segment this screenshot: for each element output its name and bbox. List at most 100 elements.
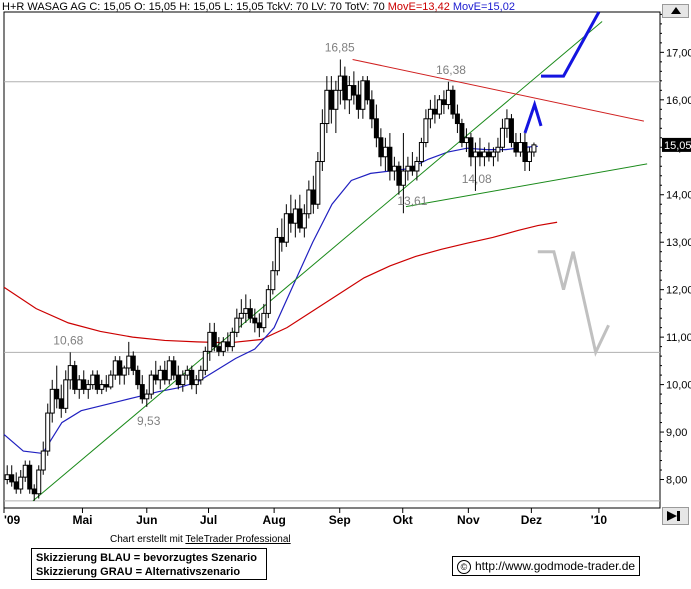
plot-frame: [3, 11, 661, 509]
candle-body: [36, 469, 42, 495]
candle-body: [184, 369, 190, 376]
candle-body: [499, 127, 505, 148]
candle-body: [310, 189, 316, 205]
candle-body: [477, 151, 483, 158]
candle-body: [180, 374, 186, 386]
candle-body: [76, 379, 82, 390]
candle-body: [54, 388, 60, 400]
candle-body: [441, 99, 447, 106]
candle-body: [103, 384, 109, 388]
candle-body: [481, 151, 487, 158]
candle-body: [351, 85, 357, 96]
candle-body: [486, 151, 492, 158]
x-tick-label: Jul: [200, 513, 217, 527]
candle-body: [490, 151, 496, 158]
candle-body: [409, 165, 415, 172]
moving-average-blue-label: MovE=15,02: [452, 1, 515, 13]
candle-body: [99, 384, 105, 390]
candle-body: [468, 137, 474, 158]
candle-body: [387, 146, 393, 172]
candle-body: [252, 317, 258, 324]
moving-average-red-label: MovE=13,42: [387, 1, 450, 13]
source-url-box[interactable]: © http://www.godmode-trader.de: [452, 556, 640, 576]
candle-body: [148, 374, 154, 395]
candle-body: [522, 142, 528, 163]
candle-body: [90, 374, 96, 386]
scroll-up-icon[interactable]: [662, 4, 689, 18]
price-annotation: 13,61: [397, 194, 427, 208]
candle-body: [193, 379, 199, 386]
candle-body: [427, 108, 433, 120]
candle-body: [198, 369, 204, 381]
candle-body: [13, 481, 19, 490]
candle-body: [364, 80, 370, 101]
candle-body: [472, 151, 478, 158]
candle-body: [508, 118, 514, 144]
candle-body: [463, 137, 469, 144]
candle-body: [157, 369, 163, 381]
candle-body: [189, 369, 195, 386]
scenario-legend: Skizzierung BLAU = bevorzugtes Szenario …: [31, 548, 267, 580]
price-annotation: 14,08: [462, 172, 492, 186]
candle-body: [418, 142, 424, 163]
candle-body: [265, 289, 271, 314]
candle-body: [378, 137, 384, 158]
x-tick-label: Aug: [262, 513, 285, 527]
candle-body: [297, 208, 303, 229]
scroll-right-icon[interactable]: [662, 507, 689, 525]
candle-body: [270, 270, 276, 291]
candle-body: [117, 360, 123, 376]
candle-body: [355, 94, 361, 110]
candle-body: [301, 213, 307, 229]
candle-body: [207, 331, 213, 352]
y-tick-label: 8,00: [666, 475, 687, 487]
candle-body: [18, 476, 24, 490]
candle-body: [9, 474, 15, 483]
scenario-blue-sketch: [541, 11, 601, 78]
candle-body: [144, 393, 150, 400]
scenario-blue-sketch: [523, 99, 543, 134]
candle-body: [436, 99, 442, 115]
candle-body: [94, 374, 100, 390]
candle-body: [139, 384, 145, 400]
candle-body: [171, 360, 177, 376]
candle-body: [454, 113, 460, 125]
candle-body: [4, 474, 10, 481]
candle-body: [216, 346, 222, 352]
y-tick-label: 13,00: [666, 237, 691, 249]
candle-body: [315, 161, 321, 205]
credit-link[interactable]: TeleTrader Professional: [185, 534, 291, 545]
candle-body: [211, 331, 217, 348]
candle-body: [31, 488, 37, 495]
candle-body: [256, 322, 262, 329]
x-tick-label: Mai: [72, 513, 92, 527]
trendline: [405, 163, 648, 208]
legend-blue-scenario: Skizzierung BLAU = bevorzugtes Szenario: [36, 552, 257, 564]
candle-body: [414, 161, 420, 172]
candle-body: [382, 146, 388, 158]
candle-body: [229, 331, 235, 348]
candle-body: [175, 374, 181, 386]
price-annotation: 16,85: [325, 40, 355, 54]
candle-body: [423, 118, 429, 144]
candle-body: [369, 99, 375, 120]
candle-body: [459, 123, 465, 144]
y-tick-label: 14,00: [666, 190, 691, 202]
price-annotation: 16,38: [436, 63, 466, 77]
candle-body: [328, 89, 334, 110]
y-tick-label: 12,00: [666, 285, 691, 297]
source-url[interactable]: http://www.godmode-trader.de: [475, 559, 636, 573]
last-price-marker: [662, 137, 691, 152]
scenario-grey-sketch: [537, 250, 610, 357]
candle-body: [288, 213, 294, 224]
x-tick-label: Nov: [457, 513, 480, 527]
candle-body: [112, 360, 118, 376]
candle-body: [396, 165, 402, 186]
candle-body: [531, 144, 537, 153]
candle-body: [274, 236, 280, 272]
trendline: [32, 21, 603, 502]
candle-body: [234, 317, 240, 333]
instrument-name: H+R WASAG AG: [2, 1, 87, 13]
ohlc-readout: C: 15,05 O: 15,05 H: 15,05 L: 15,05 TckV…: [86, 1, 388, 13]
